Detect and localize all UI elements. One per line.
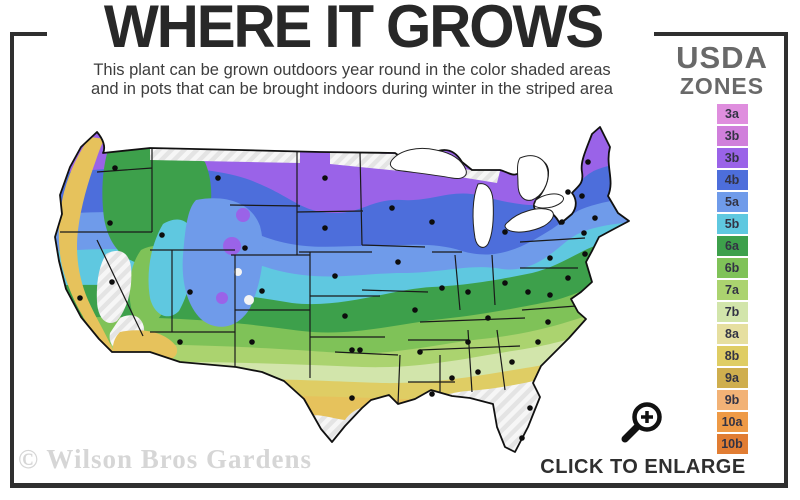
- city-dot: [559, 219, 565, 225]
- city-dot: [349, 347, 355, 353]
- city-dot: [242, 245, 248, 251]
- lake-ontario: [533, 193, 565, 209]
- legend-zone-chip-3b: 3b: [716, 126, 748, 146]
- city-dot: [592, 215, 598, 221]
- page-title: WHERE IT GROWS: [103, 0, 604, 61]
- legend-zone-chip-5a: 5a: [716, 192, 748, 212]
- city-dot: [395, 259, 401, 265]
- pacific-coast-strip: [58, 137, 114, 352]
- city-dot: [159, 232, 165, 238]
- rockies-blue-area: [182, 198, 264, 327]
- lake-michigan: [472, 183, 494, 248]
- legend-zone-chip-9a: 9a: [716, 368, 748, 388]
- city-dot: [187, 289, 193, 295]
- subtitle-line-1: This plant can be grown outdoors year ro…: [93, 61, 611, 79]
- city-dot: [215, 175, 221, 181]
- legend-title-usda: USDA: [676, 40, 768, 75]
- legend-title-zones: ZONES: [679, 73, 765, 99]
- frame-border-top-right: [654, 32, 788, 36]
- frame-border-bottom: [10, 483, 788, 488]
- city-dot: [475, 369, 481, 375]
- city-dot: [349, 395, 355, 401]
- city-dot: [527, 405, 533, 411]
- lake-huron: [517, 155, 549, 201]
- legend-title: USDA ZONES: [658, 40, 786, 99]
- city-dot: [177, 339, 183, 345]
- city-dot: [581, 230, 587, 236]
- city-dot: [535, 339, 541, 345]
- legend-zone-chip-5b: 5b: [716, 214, 748, 234]
- watermark: © Wilson Bros Gardens: [18, 444, 312, 474]
- click-to-enlarge-label[interactable]: CLICK TO ENLARGE: [540, 456, 746, 478]
- city-dot: [565, 275, 571, 281]
- click-to-enlarge[interactable]: CLICK TO ENLARGE: [535, 400, 751, 479]
- city-dot: [545, 319, 551, 325]
- city-dot: [465, 289, 471, 295]
- legend-zone-chip-7b: 7b: [716, 302, 748, 322]
- lake-erie: [504, 208, 554, 233]
- legend-zone-chip-10b: 10b: [716, 434, 748, 454]
- city-dot: [449, 375, 455, 381]
- city-dot: [429, 391, 435, 397]
- legend-zone-chip-10a: 10a: [716, 412, 748, 432]
- magnifier-zoom-icon[interactable]: [617, 400, 669, 450]
- city-dot: [342, 313, 348, 319]
- city-dot: [107, 220, 113, 226]
- city-dot: [357, 347, 363, 353]
- city-dot: [322, 225, 328, 231]
- city-dot: [439, 285, 445, 291]
- great-lakes: [389, 147, 565, 248]
- legend-zone-chip-7a: 7a: [716, 280, 748, 300]
- city-dot: [322, 175, 328, 181]
- city-dot: [509, 359, 515, 365]
- subtitle: This plant can be grown outdoors year ro…: [30, 61, 674, 99]
- city-dot: [485, 315, 491, 321]
- city-dot: [429, 219, 435, 225]
- city-dot: [502, 280, 508, 286]
- legend-zone-chip-3a: 3a: [716, 104, 748, 124]
- frame-border-right: [784, 32, 788, 487]
- city-dot: [389, 205, 395, 211]
- legend-zone-chip-6b: 6b: [716, 258, 748, 278]
- legend-zone-chip-8b: 8b: [716, 346, 748, 366]
- city-dot: [547, 292, 553, 298]
- legend-zone-chip-3b: 3b: [716, 148, 748, 168]
- city-dot: [519, 435, 525, 441]
- legend-zone-chip-4b: 4b: [716, 170, 748, 190]
- city-dot: [412, 307, 418, 313]
- frame-border-top-left: [10, 32, 47, 36]
- city-dot: [332, 273, 338, 279]
- city-dot: [582, 251, 588, 257]
- subtitle-line-2: and in pots that can be brought indoors …: [91, 80, 613, 98]
- legend-zones: 3a 3b 3b 4b 5a 5b 6a 6b 7a 7b 8a 8b 9a 9b 10a 10b: [702, 104, 762, 456]
- city-dot: [109, 279, 115, 285]
- city-dot: [465, 339, 471, 345]
- city-dot: [417, 349, 423, 355]
- city-dot: [112, 165, 118, 171]
- state-borders: [60, 147, 591, 405]
- city-dots: [77, 159, 598, 441]
- city-dot: [259, 288, 265, 294]
- city-dot: [547, 255, 553, 261]
- city-dot: [502, 229, 508, 235]
- north-border-striped-strip-west: [150, 148, 300, 163]
- city-dot: [585, 159, 591, 165]
- frame-border-left: [10, 32, 14, 487]
- sierra-striped-area: [96, 250, 132, 323]
- city-dot: [249, 339, 255, 345]
- legend-zone-chip-6a: 6a: [716, 236, 748, 256]
- us-outline: [54, 126, 630, 453]
- city-dot: [525, 289, 531, 295]
- legend-zone-chip-8a: 8a: [716, 324, 748, 344]
- city-dot: [565, 189, 571, 195]
- city-dot: [77, 295, 83, 301]
- city-dot: [579, 193, 585, 199]
- legend-zone-chip-9b: 9b: [716, 390, 748, 410]
- lake-superior: [389, 147, 467, 179]
